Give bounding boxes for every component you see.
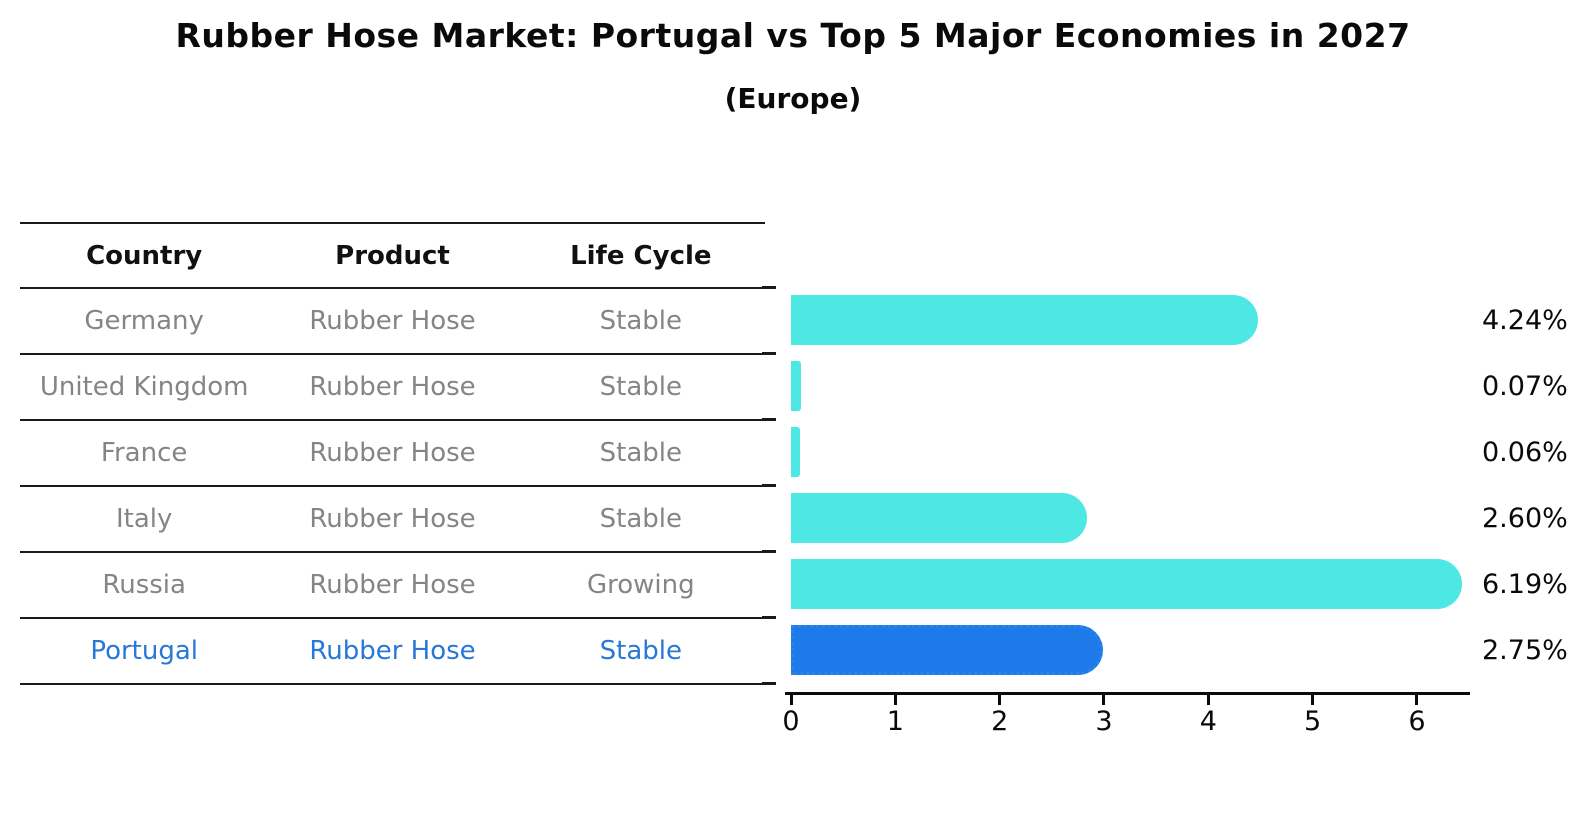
x-axis-tick-label: 6 bbox=[1408, 706, 1426, 737]
table-row-france: France Rubber Hose Stable bbox=[20, 421, 765, 487]
x-axis-tick-label: 3 bbox=[1095, 706, 1113, 737]
value-label-germany: 4.24% bbox=[1482, 304, 1568, 336]
y-axis-minor-tick bbox=[762, 484, 776, 487]
value-label-portugal: 2.75% bbox=[1482, 634, 1568, 666]
y-axis-minor-tick bbox=[762, 616, 776, 619]
chart-title: Rubber Hose Market: Portugal vs Top 5 Ma… bbox=[175, 16, 1411, 55]
table-row-portugal: Portugal Rubber Hose Stable bbox=[20, 619, 765, 685]
table-row-italy: Italy Rubber Hose Stable bbox=[20, 487, 765, 553]
bar-portugal bbox=[791, 625, 1103, 675]
y-axis-minor-tick bbox=[762, 550, 776, 553]
x-axis-tick bbox=[1311, 695, 1315, 705]
cell-country: Russia bbox=[102, 570, 186, 600]
column-header-country: Country bbox=[86, 240, 203, 271]
bar-germany bbox=[791, 295, 1259, 345]
table-row-germany: Germany Rubber Hose Stable bbox=[20, 289, 765, 355]
x-axis-tick bbox=[1102, 695, 1106, 705]
y-axis-minor-tick bbox=[762, 286, 776, 289]
cell-life-cycle: Stable bbox=[599, 438, 682, 468]
cell-country: Germany bbox=[84, 306, 204, 336]
bar-france bbox=[791, 427, 801, 477]
cell-country: Italy bbox=[115, 504, 173, 534]
cell-product: Rubber Hose bbox=[309, 372, 476, 402]
x-axis-tick-label: 1 bbox=[886, 706, 904, 737]
value-label-united-kingdom: 0.07% bbox=[1482, 370, 1568, 402]
cell-product: Rubber Hose bbox=[309, 504, 476, 534]
cell-life-cycle: Growing bbox=[586, 570, 695, 600]
chart-subtitle: (Europe) bbox=[724, 82, 862, 115]
cell-country: France bbox=[100, 438, 188, 468]
x-axis-tick-label: 0 bbox=[782, 706, 800, 737]
table-body: Germany Rubber Hose Stable United Kingdom Ru… bbox=[20, 289, 765, 685]
cell-product: Rubber Hose bbox=[309, 570, 476, 600]
cell-product: Rubber Hose bbox=[309, 438, 476, 468]
table-header-row: Country Product Life Cycle bbox=[20, 224, 765, 289]
country-table: Country Product Life Cycle Germany Rubber… bbox=[20, 222, 765, 685]
x-axis-spine bbox=[785, 692, 1470, 695]
cell-country: Portugal bbox=[90, 636, 198, 666]
cell-life-cycle: Stable bbox=[599, 636, 682, 666]
x-axis-tick bbox=[1206, 695, 1210, 705]
x-axis-tick-label: 5 bbox=[1304, 706, 1322, 737]
x-axis-tick-label: 4 bbox=[1199, 706, 1217, 737]
y-axis-minor-tick bbox=[762, 682, 776, 685]
cell-life-cycle: Stable bbox=[599, 306, 682, 336]
column-header-product: Product bbox=[335, 240, 450, 271]
table-row-russia: Russia Rubber Hose Growing bbox=[20, 553, 765, 619]
x-axis-tick bbox=[1415, 695, 1419, 705]
value-label-italy: 2.60% bbox=[1482, 502, 1568, 534]
value-label-france: 0.06% bbox=[1482, 436, 1568, 468]
cell-product: Rubber Hose bbox=[309, 306, 476, 336]
bar-italy bbox=[791, 493, 1088, 543]
x-axis-tick bbox=[893, 695, 897, 705]
x-axis-tick bbox=[789, 695, 793, 705]
x-axis-tick-label: 2 bbox=[991, 706, 1009, 737]
cell-country: United Kingdom bbox=[39, 372, 249, 402]
cell-life-cycle: Stable bbox=[599, 372, 682, 402]
y-axis-minor-tick bbox=[762, 418, 776, 421]
cell-product: Rubber Hose bbox=[309, 636, 476, 666]
bar-russia bbox=[791, 559, 1462, 609]
table-row-united-kingdom: United Kingdom Rubber Hose Stable bbox=[20, 355, 765, 421]
value-label-russia: 6.19% bbox=[1482, 568, 1568, 600]
bar-united-kingdom bbox=[791, 361, 802, 411]
x-axis-tick bbox=[998, 695, 1002, 705]
column-header-life-cycle: Life Cycle bbox=[570, 240, 712, 271]
cell-life-cycle: Stable bbox=[599, 504, 682, 534]
y-axis-minor-tick bbox=[762, 352, 776, 355]
